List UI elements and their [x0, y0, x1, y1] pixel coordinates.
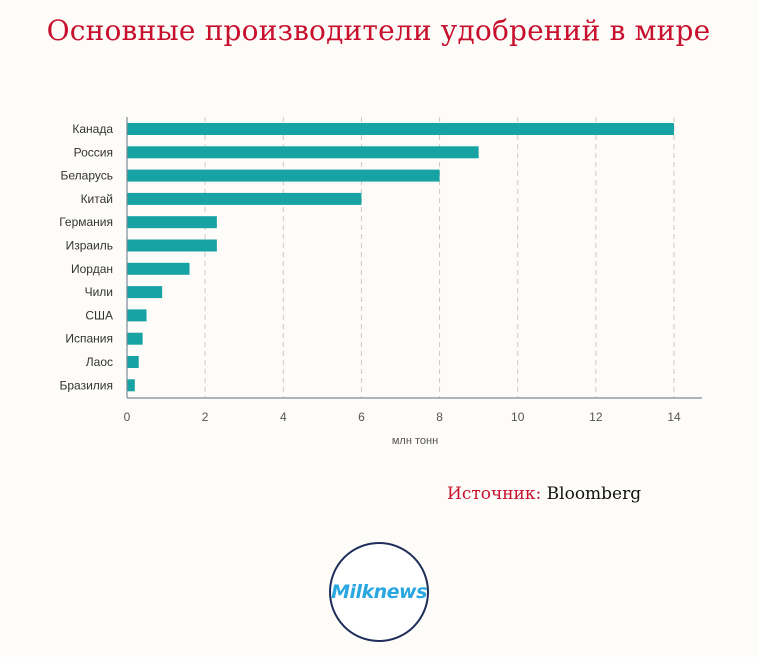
category-labels: Канада Россия Беларусь Китай Германия Израиль… [59, 122, 113, 392]
x-tick-label: 8 [436, 410, 443, 424]
bar [127, 286, 163, 299]
category-label: Иордан [71, 262, 113, 276]
bar [127, 309, 147, 322]
category-label: Израиль [66, 239, 113, 253]
x-tick-label: 0 [124, 410, 131, 424]
axes [126, 117, 702, 399]
bar [127, 216, 217, 229]
bar-chart: Канада Россия Беларусь Китай Германия Израиль… [59, 117, 702, 447]
bar [127, 169, 440, 182]
category-label: Испания [65, 332, 113, 346]
category-label: Германия [59, 215, 113, 229]
x-tick-label: 12 [589, 410, 603, 424]
x-axis-label: млн тонн [392, 435, 438, 447]
bar [127, 146, 479, 159]
category-label: Чили [85, 285, 113, 299]
bar [127, 379, 135, 392]
category-label: Россия [74, 145, 113, 159]
x-tick-label: 14 [667, 410, 681, 424]
category-label: США [85, 308, 113, 322]
bar [127, 239, 217, 252]
grid-lines [204, 117, 675, 398]
x-tick-label: 2 [202, 410, 209, 424]
category-label: Беларусь [61, 169, 113, 183]
logo-text: Milknews [331, 581, 427, 603]
bar [127, 332, 143, 345]
category-label: Лаос [86, 355, 113, 369]
bar [127, 262, 190, 275]
chart-title: Основные производители удобрений в мире [46, 14, 711, 47]
bar [127, 123, 674, 135]
bar [127, 192, 362, 205]
source-value: Bloomberg [546, 484, 642, 504]
source-label: Источник: [447, 484, 542, 504]
category-label: Канада [72, 122, 113, 136]
bars [127, 123, 674, 392]
source-note: Источник: Bloomberg [447, 484, 641, 504]
x-tick-labels: 0 2 4 6 8 10 12 14 [124, 410, 681, 424]
x-tick-label: 6 [358, 410, 365, 424]
x-tick-label: 4 [280, 410, 287, 424]
bar [127, 356, 139, 368]
category-label: Бразилия [60, 378, 114, 392]
x-tick-label: 10 [511, 410, 525, 424]
category-label: Китай [81, 192, 113, 206]
milknews-logo: Milknews [329, 542, 429, 642]
